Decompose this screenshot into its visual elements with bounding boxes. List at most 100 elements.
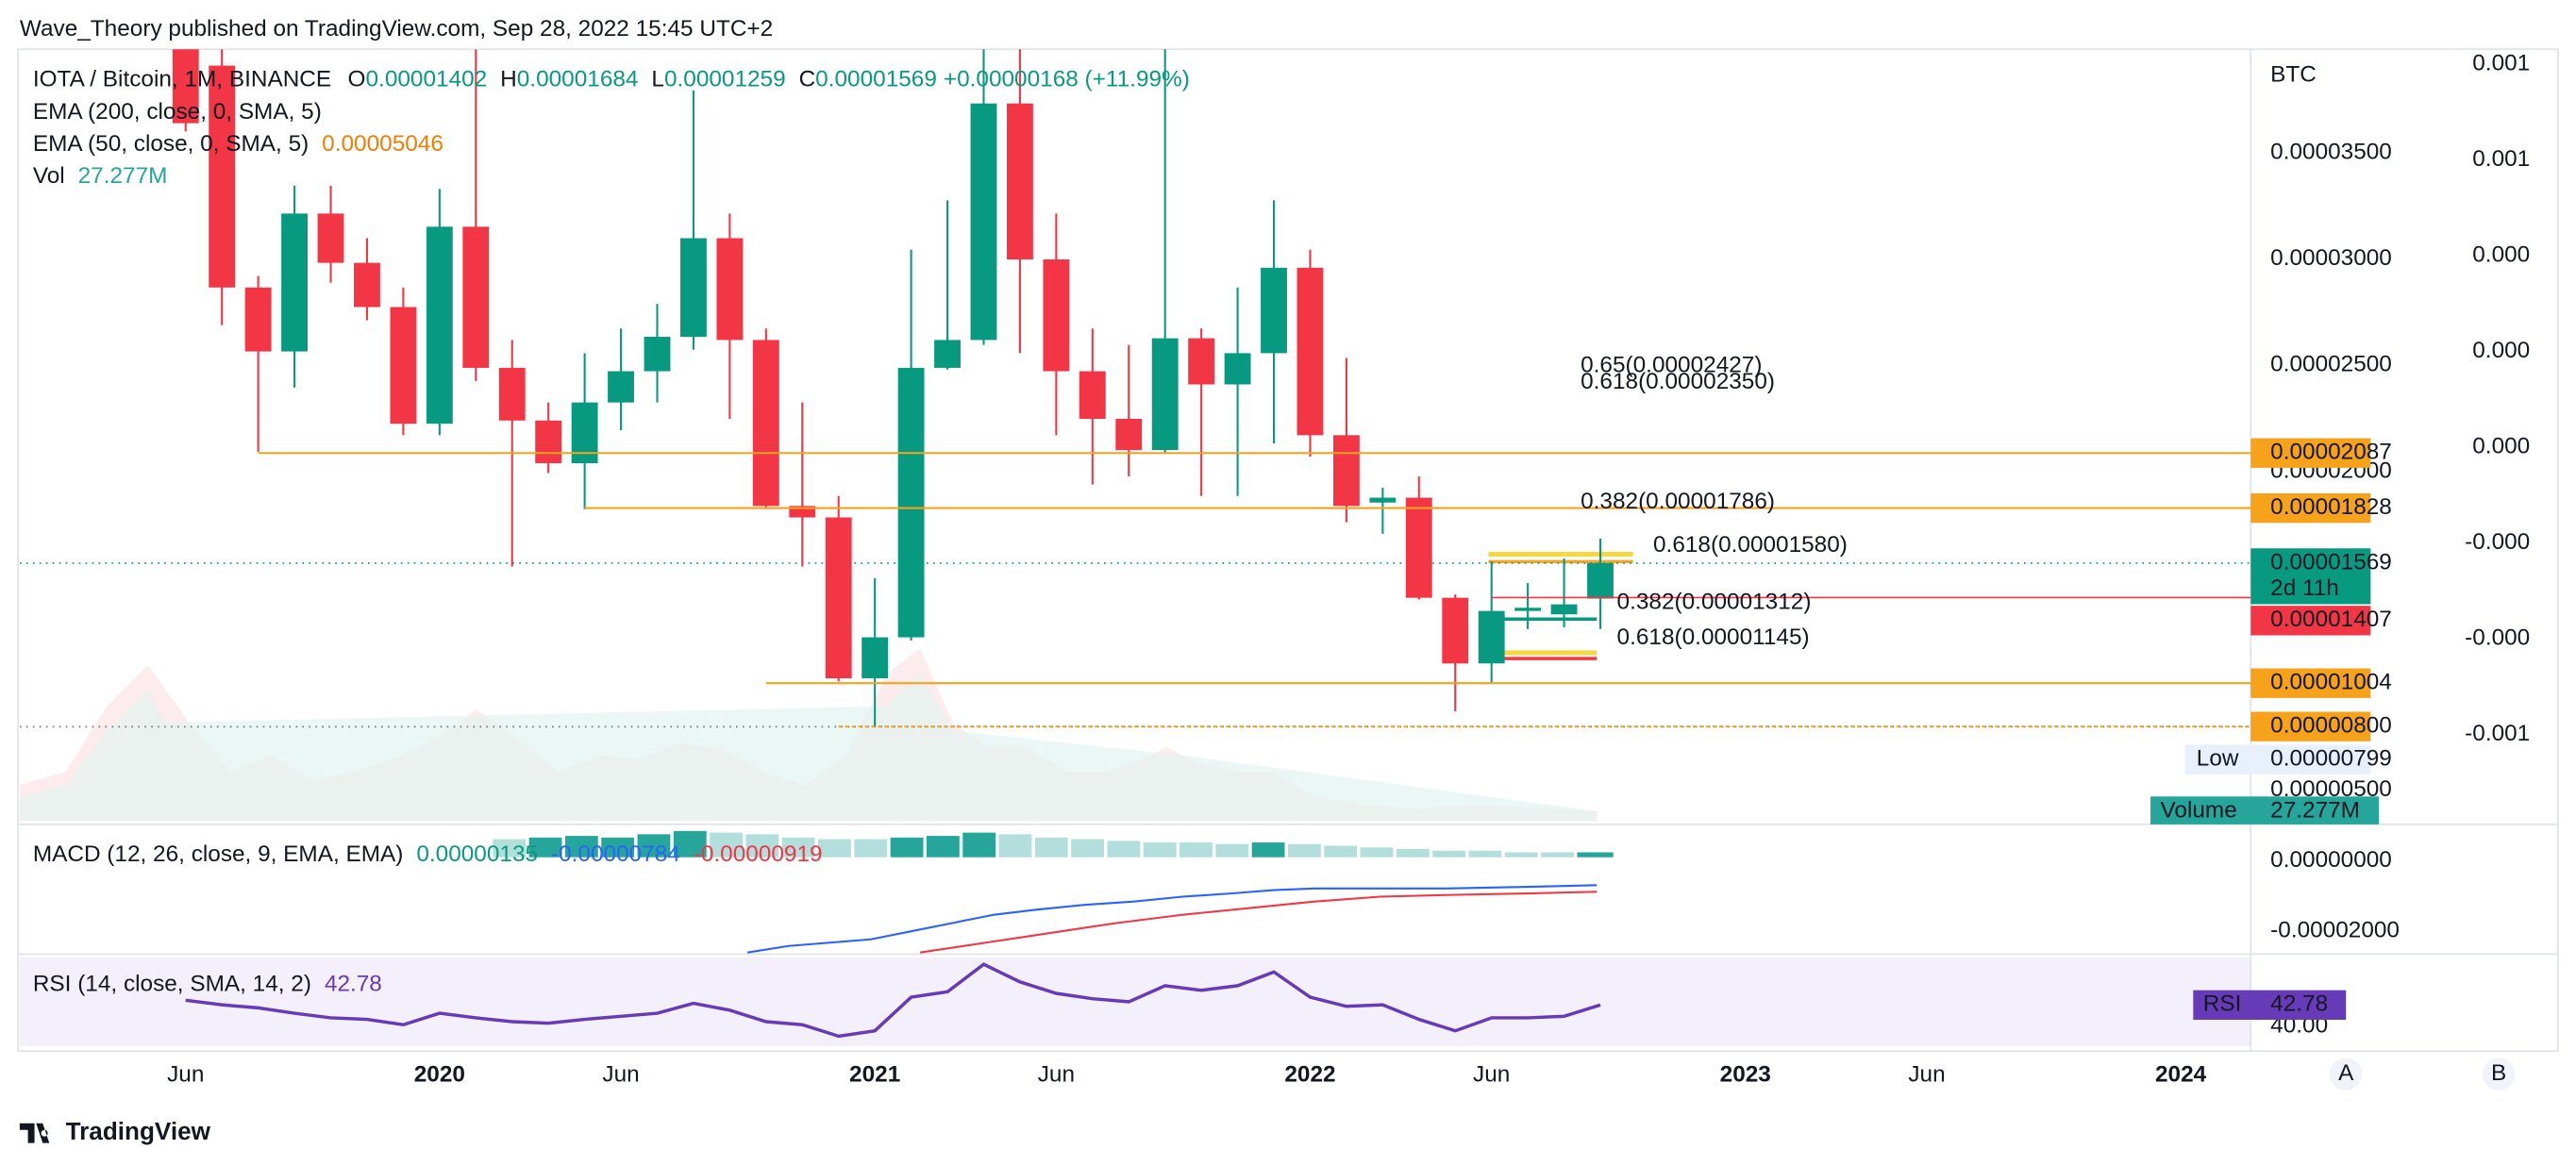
rsi-background <box>19 957 2251 1046</box>
candle-body <box>1405 497 1432 598</box>
macd-tick-label: -0.00002000 <box>2270 917 2400 942</box>
marker-tag <box>2250 606 2371 636</box>
macd-title: MACD (12, 26, close, 9, EMA, EMA) <box>33 841 404 867</box>
secondary-scale-label: 0.001 <box>2472 146 2530 172</box>
candle-body <box>244 287 272 352</box>
candle-body <box>535 420 562 464</box>
candle-body <box>1261 267 1287 354</box>
legend: IOTA / Bitcoin, 1M, BINANCE O0.00001402 H0… <box>33 67 1190 92</box>
macd-line <box>747 884 1597 954</box>
level-tag <box>2250 438 2371 468</box>
button-label[interactable]: B <box>2491 1060 2506 1086</box>
candle-body <box>1478 610 1505 664</box>
countdown: 2d 11h <box>2270 575 2339 601</box>
secondary-scale-label: 0.001 <box>2472 50 2530 75</box>
button[interactable] <box>2329 1058 2363 1091</box>
change: +0.00000168 (+11.99%) <box>944 67 1190 92</box>
volume-tag-label: 27.277M <box>2270 797 2360 823</box>
marker-tag-label: 0.00001407 <box>2270 607 2392 632</box>
indicator-value: 0.00005046 <box>322 132 443 158</box>
level-tag <box>2250 492 2371 524</box>
candle-body <box>1369 497 1397 503</box>
candle-body <box>571 402 598 464</box>
candle-body <box>354 262 380 308</box>
candle-body <box>1514 608 1542 611</box>
secondary-scale-label: 0.000 <box>2472 338 2530 363</box>
candle-body <box>281 213 308 352</box>
ohlc-value: 0.00001259 <box>664 67 786 92</box>
candle-body <box>608 371 634 403</box>
candle-body <box>752 340 779 507</box>
secondary-scale-label: 0.000 <box>2472 242 2530 267</box>
low-tag-name: Low <box>2197 746 2239 772</box>
fib-label: 0.65(0.00002427) <box>1581 352 1762 377</box>
candle-body <box>897 367 925 638</box>
ohlc-value: 0.00001569 <box>815 67 937 92</box>
rsi-tag-bg <box>2193 990 2347 1020</box>
low-tag-label: 0.00000799 <box>2270 746 2392 772</box>
rsi-title: RSI (14, close, SMA, 14, 2) <box>33 972 311 997</box>
button-label[interactable]: A <box>2338 1060 2354 1086</box>
candle-body <box>1043 259 1070 372</box>
level-tag <box>2250 711 2371 741</box>
fib-segment <box>1488 559 1633 564</box>
indicator-name: Vol <box>33 163 65 189</box>
brand: TradingView <box>66 1117 211 1145</box>
volume-tag-name: Volume <box>2161 797 2237 823</box>
candle-body <box>1151 338 1179 451</box>
candle-body <box>1587 562 1614 599</box>
candle-body <box>970 103 997 341</box>
fib-segment <box>1488 551 1633 558</box>
indicator-name: EMA (50, close, 0, SMA, 5) <box>33 132 309 158</box>
indicator-legend: Vol 27.277M <box>33 163 168 189</box>
publisher: Wave_Theory published on TradingView.com… <box>20 16 773 42</box>
low-tag-bg <box>2184 744 2371 775</box>
candle-body <box>1224 353 1251 385</box>
macd-value: -0.00000784 <box>551 841 680 867</box>
x-tick-label: 2021 <box>849 1062 900 1088</box>
rsi-tag-name: RSI <box>2203 991 2242 1017</box>
candle-body <box>390 307 417 425</box>
volume-area <box>19 673 1597 822</box>
signal-line <box>919 891 1597 954</box>
candle-body <box>716 238 744 341</box>
fib-segment <box>1503 657 1597 660</box>
fib-label: 0.618(0.00001145) <box>1617 625 1810 650</box>
x-tick-label: Jun <box>1908 1062 1945 1088</box>
macd-value: -0.00000919 <box>694 841 823 867</box>
y-tick-label: 0.00002500 <box>2270 352 2392 377</box>
candle-body <box>1079 371 1106 419</box>
level-tag-label: 0.00000800 <box>2270 713 2392 739</box>
macd-tick-label: 0.00000000 <box>2270 847 2392 873</box>
fib-label: 0.618(0.00001580) <box>1653 532 1848 558</box>
indicator-legend: EMA (50, close, 0, SMA, 5) 0.00005046 <box>33 132 443 158</box>
fib-label: 0.382(0.00001312) <box>1617 590 1812 615</box>
candle-body <box>1332 435 1360 507</box>
button[interactable] <box>2482 1058 2516 1091</box>
secondary-scale-label: -0.000 <box>2465 625 2530 650</box>
macd-legend: MACD (12, 26, close, 9, EMA, EMA) 0.00000… <box>33 841 823 867</box>
x-tick-label: 2024 <box>2155 1062 2207 1088</box>
level-tag <box>2250 668 2371 698</box>
candle-body <box>825 517 852 679</box>
ohlc-value: 0.00001402 <box>366 67 488 92</box>
candle-body <box>1188 338 1215 385</box>
candle-body <box>1006 103 1033 260</box>
x-tick-label: Jun <box>602 1062 639 1088</box>
indicator-value: 27.277M <box>78 163 168 189</box>
candle-body <box>317 213 344 263</box>
ohlc-key: C <box>799 67 816 92</box>
candle-body <box>462 226 490 368</box>
candle-body <box>1550 604 1578 615</box>
x-tick-label: 2022 <box>1284 1062 1335 1088</box>
rsi-legend: RSI (14, close, SMA, 14, 2) 42.78 <box>33 972 382 997</box>
last-price-label: 0.00001569 <box>2270 549 2392 575</box>
candle-body <box>209 65 236 288</box>
secondary-scale-label: 0.000 <box>2472 433 2530 458</box>
macd-histogram <box>493 830 1614 858</box>
ohlc-key: H <box>500 67 517 92</box>
fib-segment <box>1503 650 1597 656</box>
level-tag-label: 0.00001828 <box>2270 494 2392 520</box>
x-tick-label: Jun <box>1473 1062 1510 1088</box>
macd-value: 0.00000135 <box>416 841 538 867</box>
